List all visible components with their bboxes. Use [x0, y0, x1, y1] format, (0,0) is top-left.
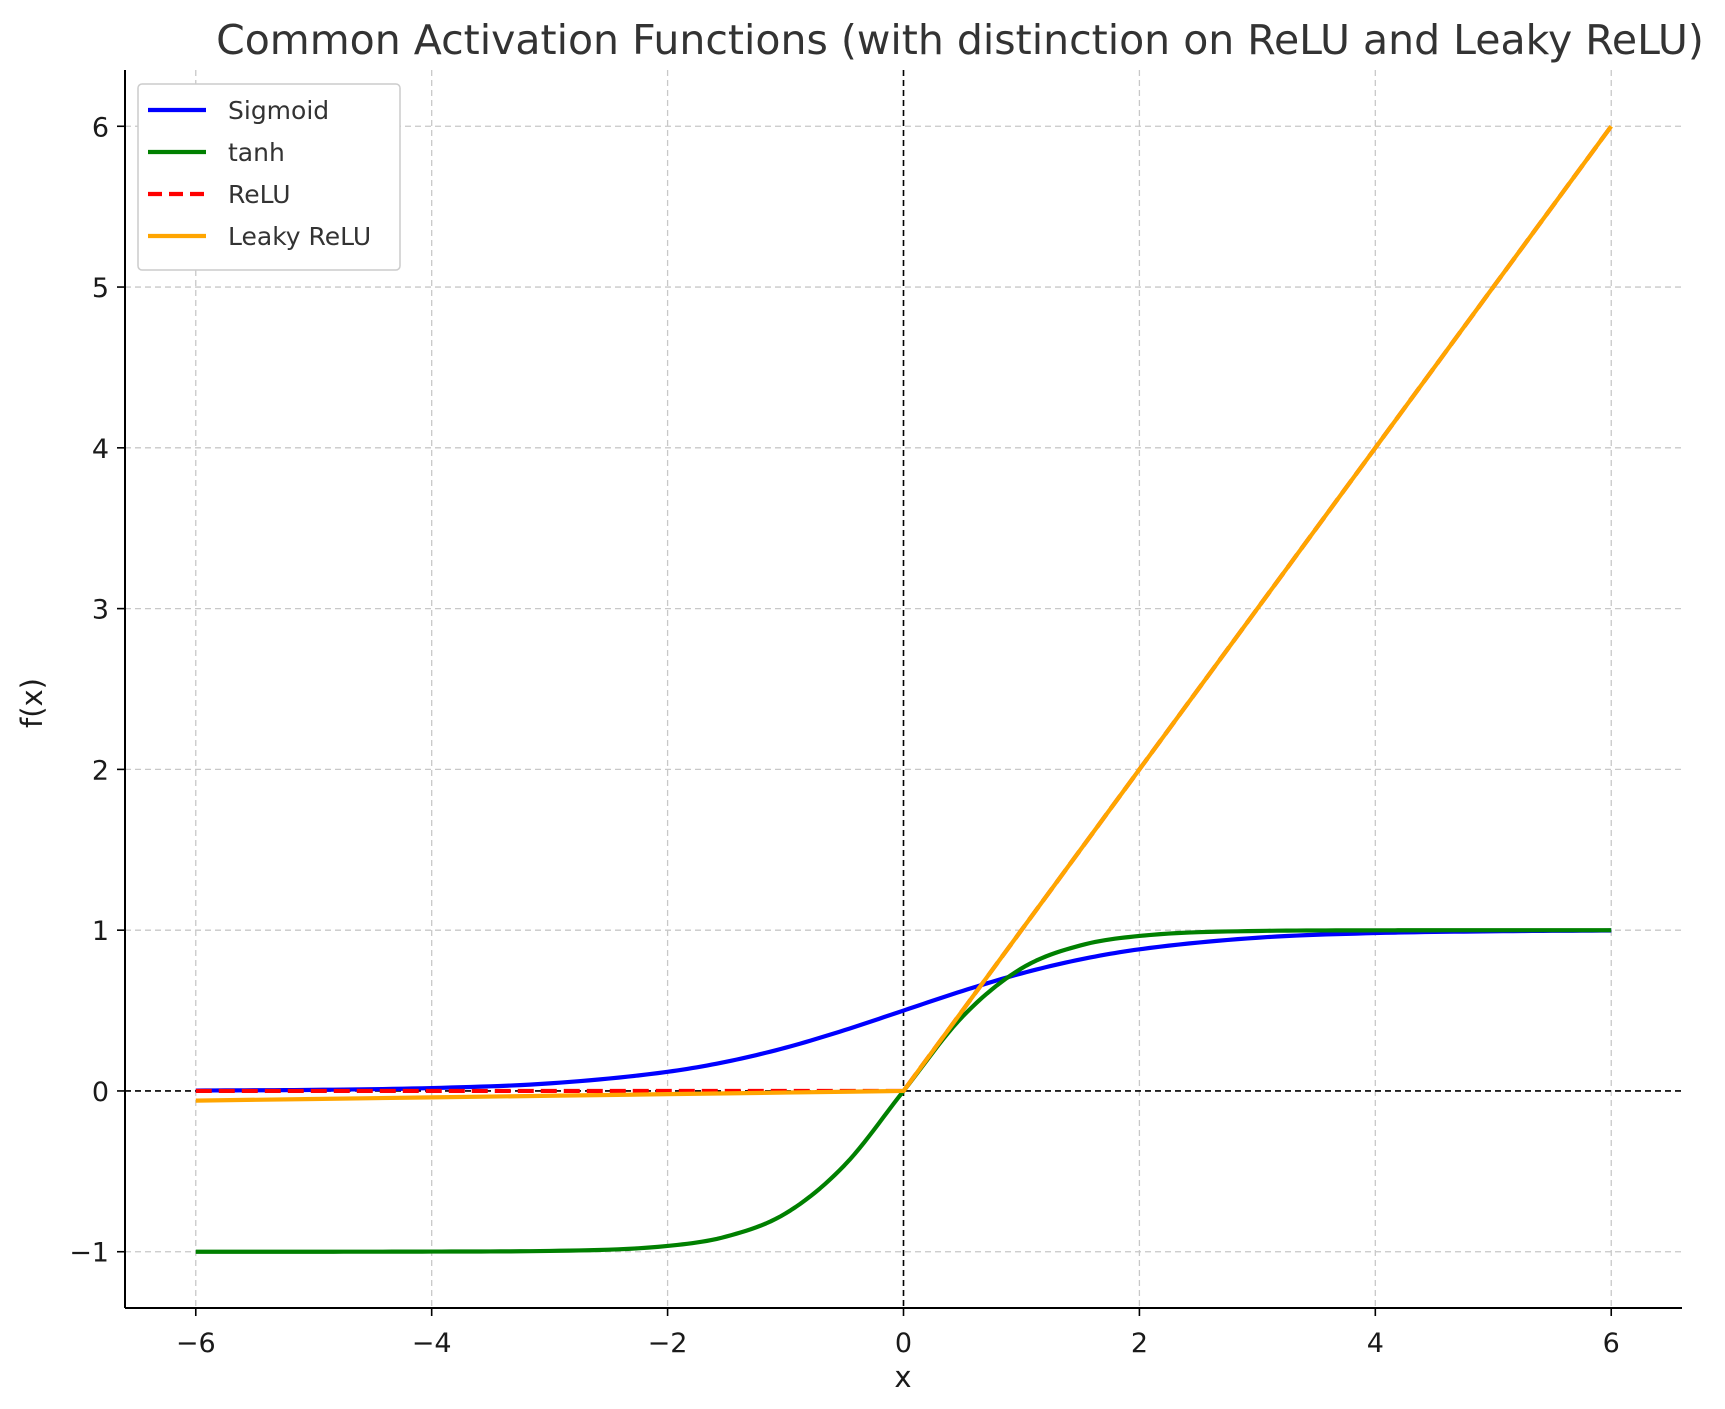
y-axis-ticks: −1 0 1 2 3 4 5 6 — [69, 112, 125, 1269]
y-tick-label: 2 — [92, 755, 109, 786]
y-tick-label: −1 — [69, 1238, 109, 1269]
x-axis-label: x — [894, 1360, 911, 1394]
legend-label: Leaky ReLU — [228, 222, 371, 251]
y-tick-label: 0 — [92, 1077, 109, 1108]
series-sigmoid-line — [195, 928, 1612, 1093]
legend-label: Sigmoid — [228, 96, 329, 125]
x-tick-label: 0 — [895, 1328, 912, 1359]
chart-title: Common Activation Functions (with distin… — [216, 16, 1704, 64]
y-tick-label: 1 — [92, 916, 109, 947]
x-tick-label: 2 — [1131, 1328, 1148, 1359]
y-tick-label: 5 — [92, 273, 109, 304]
legend-box — [137, 83, 401, 271]
legend-label: ReLU — [228, 180, 291, 209]
series-leaky-relu-line — [195, 125, 1613, 1103]
legend-label: tanh — [228, 138, 285, 167]
x-tick-label: 4 — [1367, 1328, 1384, 1359]
x-tick-label: 6 — [1603, 1328, 1620, 1359]
series-lines — [195, 125, 1613, 1254]
y-axis-label: f(x) — [15, 678, 49, 728]
x-tick-label: −4 — [412, 1328, 452, 1359]
x-tick-label: −2 — [648, 1328, 688, 1359]
zero-reference-lines — [125, 70, 1682, 1308]
y-tick-label: 3 — [92, 595, 109, 626]
legend: Sigmoid tanh ReLU Leaky ReLU — [137, 83, 401, 271]
x-axis-ticks: −6 −4 −2 0 2 4 6 — [176, 1308, 1620, 1359]
x-tick-label: −6 — [176, 1328, 216, 1359]
y-tick-label: 4 — [92, 434, 109, 465]
y-tick-label: 6 — [92, 112, 109, 143]
